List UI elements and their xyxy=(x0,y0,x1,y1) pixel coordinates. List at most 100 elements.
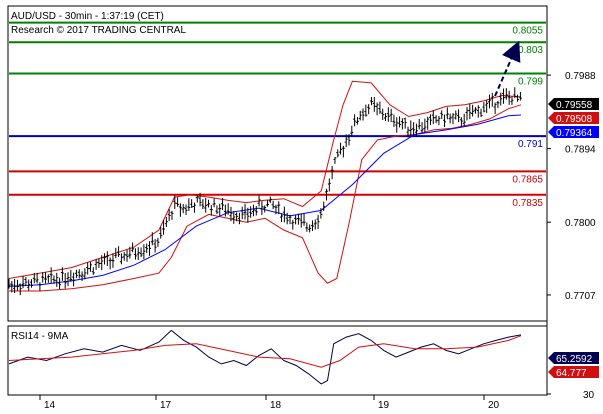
price-bar xyxy=(274,204,278,215)
price-bar xyxy=(327,178,331,192)
price-bar xyxy=(282,206,286,223)
price-bar xyxy=(91,267,95,275)
price-bar xyxy=(254,205,258,216)
price-bar xyxy=(181,204,185,214)
price-bar xyxy=(257,195,261,207)
x-tick-label-0: 14 xyxy=(44,400,56,411)
price-bar xyxy=(496,100,500,109)
rsi-tag-rsi: 65.2592 xyxy=(548,352,599,365)
price-tags: 0.79558 0.79508 0.79364 65.2592 64.777 xyxy=(548,98,599,379)
price-bar xyxy=(215,205,219,215)
level-label-4: 0.7865 xyxy=(512,174,543,185)
price-bar xyxy=(448,113,452,124)
price-bar xyxy=(384,113,388,121)
price-bar xyxy=(69,269,73,282)
price-tag-moving_average: 0.79364 xyxy=(548,126,599,139)
price-bar xyxy=(46,274,50,283)
price-bar xyxy=(251,204,255,217)
price-bar xyxy=(44,272,48,284)
price-bar xyxy=(378,101,382,114)
price-bar xyxy=(103,253,107,265)
price-bar xyxy=(440,110,444,119)
price-bar xyxy=(518,91,522,101)
price-bar xyxy=(136,247,140,261)
series-lower-band xyxy=(9,104,522,292)
price-bar xyxy=(420,122,424,133)
price-bar xyxy=(325,188,329,201)
price-bar xyxy=(473,106,477,114)
price-bar xyxy=(516,94,520,102)
price-bar xyxy=(55,272,59,287)
price-bar xyxy=(223,204,227,217)
price-bar xyxy=(7,278,11,289)
price-bar xyxy=(364,104,368,117)
price-bar xyxy=(21,275,25,289)
rsi-tag-bg xyxy=(548,352,599,364)
price-bar xyxy=(353,114,357,127)
price-bar xyxy=(49,267,53,284)
price-bar xyxy=(243,203,247,220)
price-bar xyxy=(485,100,489,113)
price-bar xyxy=(192,202,196,213)
price-bar xyxy=(207,199,211,208)
price-bar xyxy=(229,206,233,222)
price-tag-bg xyxy=(548,98,599,110)
price-bar xyxy=(437,116,441,126)
price-bar xyxy=(468,103,472,120)
price-bar xyxy=(426,116,430,130)
price-bar xyxy=(139,247,143,258)
price-bar xyxy=(302,213,306,226)
price-bar xyxy=(162,219,166,235)
price-bar xyxy=(386,107,390,122)
price-bar xyxy=(117,246,121,257)
price-bar xyxy=(88,262,92,272)
price-bar xyxy=(316,214,320,229)
price-bar xyxy=(395,117,399,133)
price-bar xyxy=(209,205,213,216)
price-bar xyxy=(471,104,475,117)
price-bar xyxy=(358,110,362,121)
series-upper-band xyxy=(8,80,522,279)
price-bar xyxy=(246,207,250,223)
price-bar xyxy=(431,110,435,125)
forecast-arrow xyxy=(494,40,521,97)
price-bar xyxy=(235,212,239,222)
price-bar xyxy=(504,88,508,100)
price-bar xyxy=(308,224,312,233)
price-bar xyxy=(299,213,303,228)
price-bar xyxy=(133,248,137,260)
price-bar xyxy=(513,87,517,99)
price-bar xyxy=(510,96,514,105)
price-bar xyxy=(29,279,33,288)
price-bar xyxy=(271,200,275,210)
price-bar xyxy=(128,246,132,259)
rsi-tag-label: 65.2592 xyxy=(556,354,593,365)
series-moving-average xyxy=(8,114,522,287)
price-bar xyxy=(462,113,466,127)
price-bar xyxy=(487,94,491,109)
chart-copyright: Research © 2017 TRADING CENTRAL xyxy=(11,25,186,36)
level-label-2: 0.799 xyxy=(518,77,543,88)
price-bar xyxy=(375,102,379,116)
price-bar xyxy=(310,220,314,231)
price-bar xyxy=(490,92,494,107)
rsi-tag-label: 64.777 xyxy=(556,368,587,379)
price-bar xyxy=(35,272,39,284)
rsi-tag-bg xyxy=(548,366,599,378)
rsi-panel xyxy=(7,325,548,396)
price-bar xyxy=(83,268,87,280)
price-bar xyxy=(60,267,64,281)
price-bar xyxy=(249,206,253,218)
price-bar xyxy=(232,210,236,224)
price-bar xyxy=(268,196,272,203)
price-bar xyxy=(443,114,447,128)
price-bar xyxy=(333,157,337,164)
price-bar xyxy=(313,219,317,230)
price-bar xyxy=(409,120,413,136)
price-bar xyxy=(339,142,343,155)
price-bar xyxy=(502,88,506,104)
price-bar xyxy=(428,114,432,126)
price-bar xyxy=(18,283,22,296)
rsi-lines xyxy=(8,329,522,385)
